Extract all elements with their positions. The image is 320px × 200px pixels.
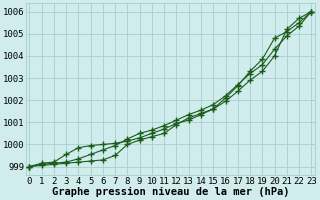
X-axis label: Graphe pression niveau de la mer (hPa): Graphe pression niveau de la mer (hPa) (52, 187, 289, 197)
